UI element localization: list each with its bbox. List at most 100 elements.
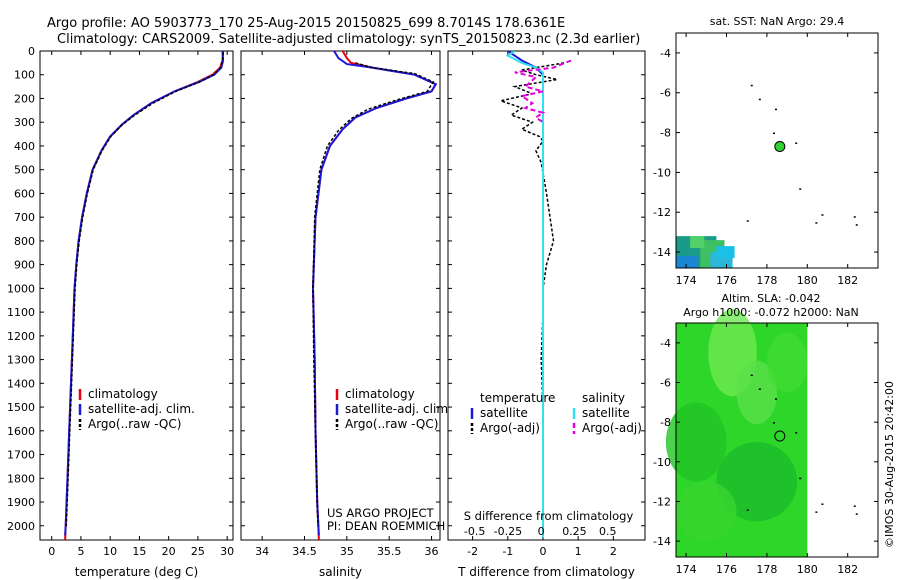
island [795,142,798,145]
y-tick-label: 300 [14,116,35,129]
y-tick-label: 900 [14,259,35,272]
y-tick-label: 1700 [7,449,35,462]
y-tick-label: 600 [14,187,35,200]
salinity-panel: 34 34.5 35 35.5 36 salinity climatologysatelli… [240,50,452,579]
difference-panel: -2 -1 0 1 2 T difference from climatology temp… [447,50,646,579]
plot-frame [447,50,646,541]
island [815,511,818,513]
y-tick-label: 200 [14,92,35,105]
island [821,503,824,505]
project-annotation: PI: DEAN ROEMMICH [327,519,445,533]
x-tick-label: 34 [255,545,269,558]
x-tick-label: 0 [539,545,546,558]
x-tick-label: 180 [797,274,818,287]
x2-tick-label: -0.25 [494,525,522,538]
x-tick-label: 174 [676,274,697,287]
x-tick-label: 35 [340,545,354,558]
x-tick-label: 34.5 [292,545,317,558]
legend-label: satellite-adj. clim. [88,402,195,416]
island [772,422,775,424]
y-tick-label: -8 [660,416,671,429]
series-line-argo-raw-qc- [312,62,435,526]
plot-frame [240,50,441,541]
x-axis-label: salinity [319,565,362,579]
y-tick-label: -10 [653,166,671,179]
x-axis-label: T difference from climatology [457,565,635,579]
y-tick-label: 1600 [7,425,35,438]
series-line-argo-raw-qc- [65,52,224,526]
x-tick-label: 20 [162,545,176,558]
x-tick-label: 5 [77,545,84,558]
x2-axis-label: S difference from climatology [464,509,634,523]
sla-blob [665,402,727,482]
map-title: sat. SST: NaN Argo: 29.4 [710,15,844,28]
y-tick-label: 1900 [7,496,35,509]
x-tick-label: 178 [756,274,777,287]
header-line-2: Climatology: CARS2009. Satellite-adjuste… [57,32,640,47]
x-tick-label: 1 [575,545,582,558]
sla-blob [716,441,798,522]
y-tick-label: -12 [653,206,671,219]
x2-tick-label: 0 [538,525,545,538]
project-annotation: US ARGO PROJECT [327,506,435,520]
island [758,388,761,390]
y-tick-label: 1100 [7,306,35,319]
x-tick-label: 182 [837,274,858,287]
x-tick-label: 36 [425,545,439,558]
x-tick-label: 174 [676,563,697,576]
island [758,98,761,101]
series-line-salinity-satellite [505,51,544,538]
island [746,220,749,222]
legend-label: satellite [582,406,630,420]
x-axis-label: temperature (deg C) [75,565,198,579]
island [799,188,802,190]
x-tick-label: 2 [610,545,617,558]
island [774,108,777,111]
y-tick-label: 1400 [7,377,35,390]
map-frame [675,32,879,269]
legend-header: temperature [480,391,555,405]
y-tick-label: 800 [14,235,35,248]
x-tick-label: 10 [103,545,117,558]
island [772,132,775,135]
x2-tick-label: 0.5 [599,525,617,538]
island [855,224,858,226]
island [821,214,824,216]
y-tick-label: 700 [14,211,35,224]
y-tick-label: -6 [660,87,671,100]
header-line-1: Argo profile: AO 5903773_170 25-Aug-2015… [47,16,565,31]
island [795,432,798,434]
legend-header: salinity [582,391,625,405]
x-tick-label: 15 [132,545,146,558]
island [750,84,753,87]
y-tick-label: 1500 [7,401,35,414]
argo-position-marker [774,141,786,153]
island [815,222,818,224]
island [750,374,753,377]
y-tick-label: -10 [653,456,671,469]
y-tick-label: -4 [660,47,671,60]
series-line-salinity-argo-adj- [514,59,572,124]
y-tick-label: 2000 [7,520,35,533]
y-tick-label: -14 [653,246,671,259]
legend-label: Argo(-adj) [480,421,540,435]
island [853,505,856,507]
y-tick-label: 1800 [7,472,35,485]
x-tick-label: 30 [220,545,234,558]
y-tick-label: -12 [653,495,671,508]
sla-blob [736,360,777,425]
sst-map-panel: 174 176 178 180 182 -4 -6 -8 -10 -12 -14 sat. SST: … [653,15,879,287]
island [855,513,858,515]
y-tick-label: 100 [14,69,35,82]
sst-cell [676,256,699,268]
y-tick-label: 1300 [7,354,35,367]
sla-blob [676,481,737,542]
x2-tick-label: -0.5 [464,525,485,538]
legend-label: satellite [480,406,528,420]
legend-label: Argo(-adj) [582,421,642,435]
sla-blob [766,332,808,393]
plot-frame [39,50,234,541]
y-tick-label: 1000 [7,282,35,295]
x-tick-label: 178 [756,563,777,576]
